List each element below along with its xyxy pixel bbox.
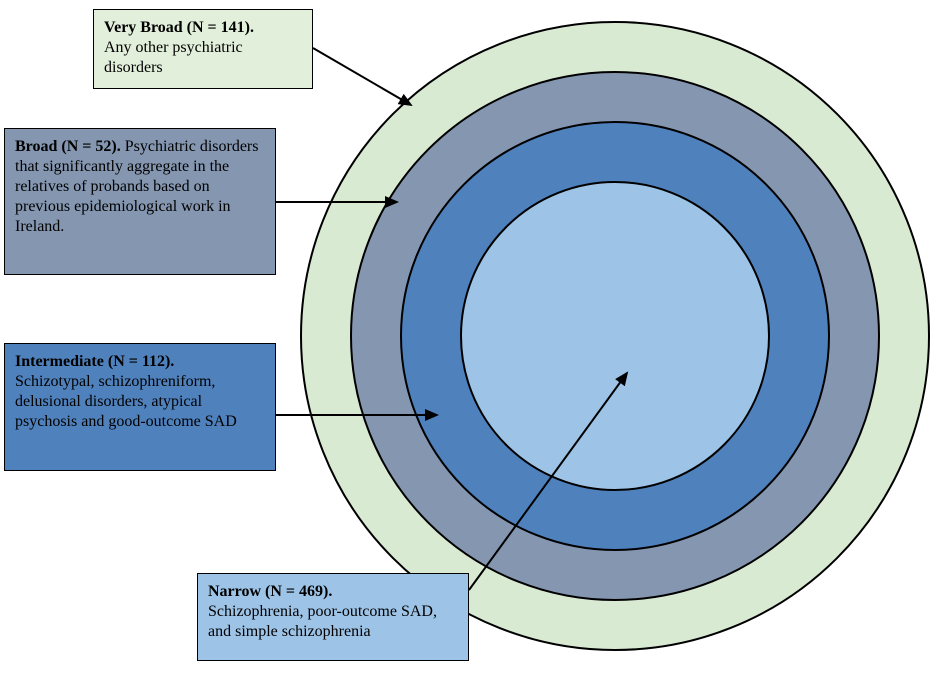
label-narrow-title: Narrow (N = 469). — [208, 583, 332, 600]
label-narrow-desc: Schizophrenia, poor-outcome SAD, and sim… — [208, 602, 458, 642]
label-very-broad-title: Very Broad (N = 141). — [104, 19, 254, 36]
label-intermediate-title: Intermediate (N = 112). — [15, 353, 174, 370]
diagram-stage: Very Broad (N = 141). Any other psychiat… — [0, 0, 951, 685]
label-very-broad: Very Broad (N = 141). Any other psychiat… — [93, 9, 313, 89]
label-intermediate-desc: Schizotypal, schizophreniform, delusiona… — [15, 372, 265, 432]
label-narrow: Narrow (N = 469). Schizophrenia, poor-ou… — [197, 573, 469, 661]
arrow-very-broad — [313, 48, 411, 105]
label-broad-title: Broad (N = 52). — [15, 138, 121, 155]
label-broad: Broad (N = 52). Psychiatric disorders th… — [4, 128, 276, 275]
label-very-broad-desc: Any other psychiatric disorders — [104, 38, 302, 78]
ring-narrow — [460, 181, 770, 491]
label-intermediate: Intermediate (N = 112). Schizotypal, sch… — [4, 343, 276, 471]
